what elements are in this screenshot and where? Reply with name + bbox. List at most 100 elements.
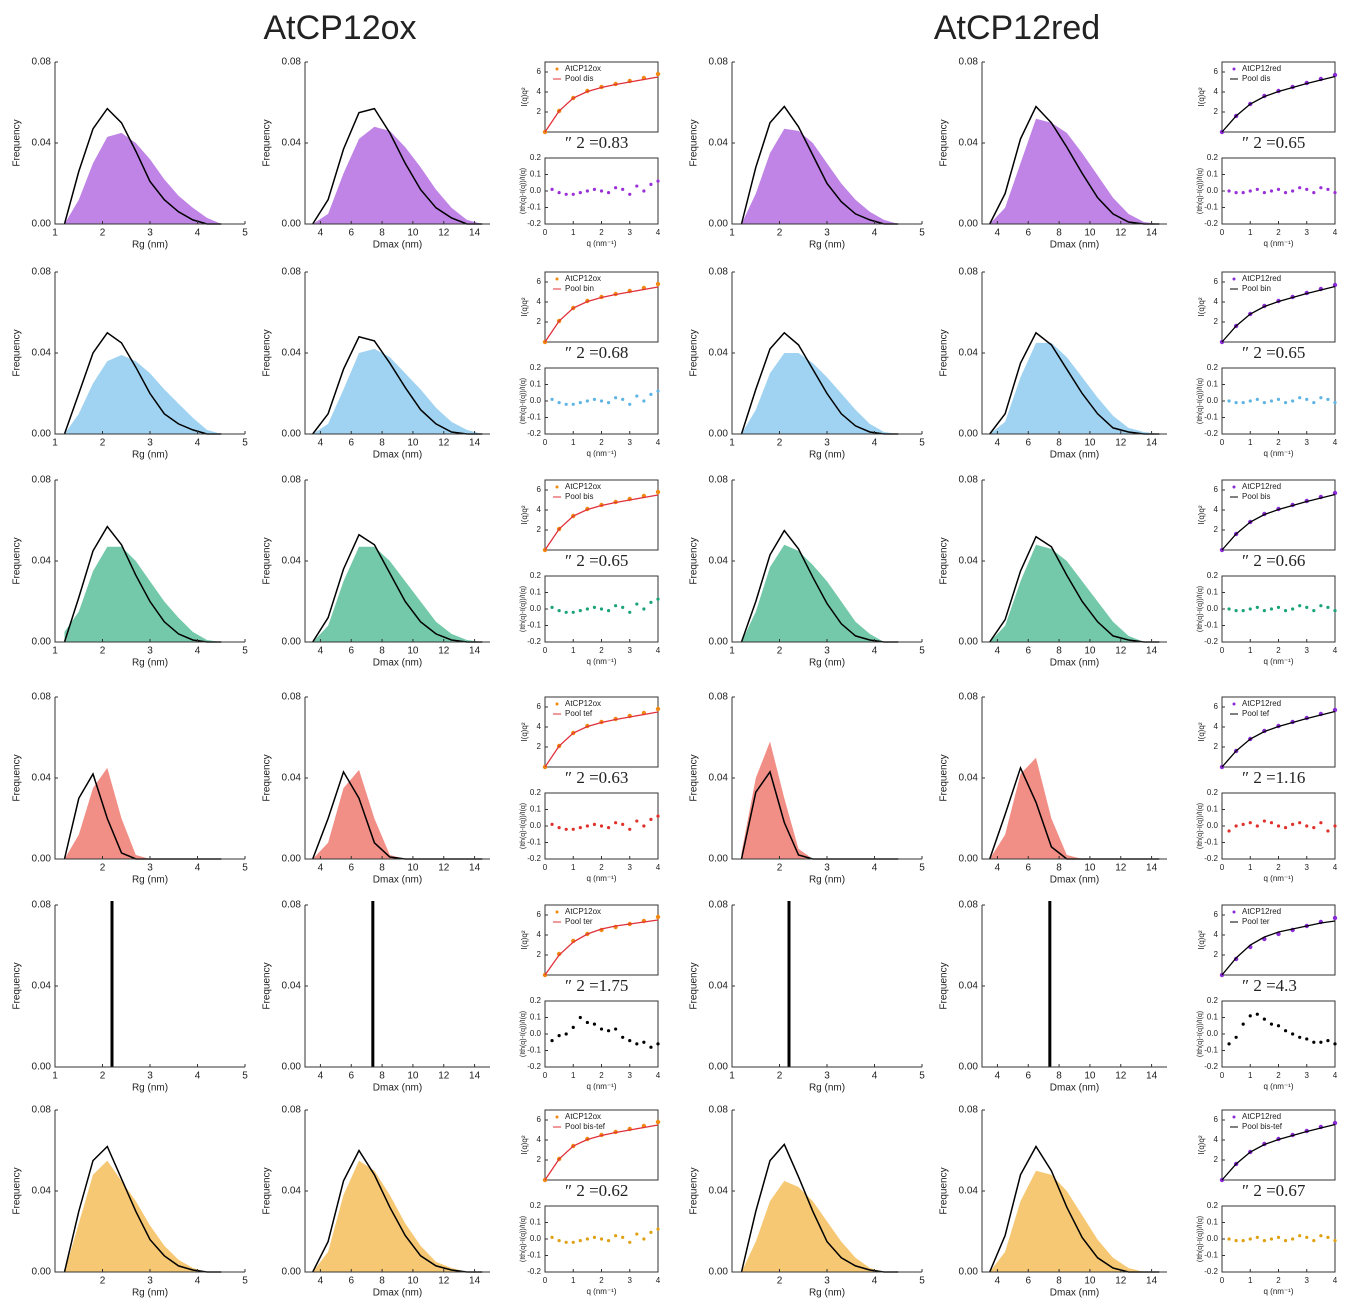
x-axis-label: Dmax (nm) [1050,658,1099,669]
residual-point [1276,187,1281,191]
x-tick-label: 4 [872,863,878,874]
y-tick-label: 2 [537,317,542,326]
residual-point [1298,604,1302,608]
y-tick-label: 0.08 [959,475,979,486]
residual-point [1319,1040,1323,1044]
y-axis-label: Frequency [689,754,700,801]
x-tick-label: 1 [571,1276,576,1285]
y-tick-label: -0.1 [527,1251,541,1260]
residual-point [1255,1012,1259,1016]
residual-point [564,1032,568,1036]
x-tick-label: 10 [1084,1276,1096,1287]
reference-line [63,107,222,225]
residual-point [599,1027,604,1031]
x-tick-label: 3 [1305,646,1310,655]
x-tick-label: 6 [348,438,354,449]
x-tick-label: 3 [628,228,633,237]
legend-label: AtCP12ox [565,699,601,708]
y-axis-label: I(q)q² [520,930,529,949]
y-tick-label: -0.1 [1204,621,1218,630]
x-tick-label: 3 [147,1071,153,1082]
x-tick-label: 2 [777,438,783,449]
legend-label: AtCP12red [1242,274,1281,283]
reference-line [312,1148,483,1273]
y-tick-label: 0.1 [1207,380,1219,389]
x-tick-label: 0 [1220,646,1225,655]
residual-point [606,609,611,613]
reference-line [989,105,1160,225]
x-tick-label: 4 [995,646,1001,657]
residual-point [599,607,604,611]
plot-frame [544,904,659,976]
x-tick-label: 2 [100,863,106,874]
y-tick-label: -0.2 [1204,1267,1218,1276]
residual-point [1234,824,1238,828]
x-tick-label: 4 [318,646,324,657]
x-tick-label: 4 [195,1276,201,1287]
column-title: AtCP12ox [263,9,416,47]
x-tick-label: 8 [379,1071,385,1082]
y-axis-label: I(q)q² [1197,930,1206,949]
x-tick-label: 3 [1305,1071,1310,1080]
residual-point [1283,401,1288,405]
residual-point [578,826,582,830]
x-tick-label: 2 [599,863,604,872]
x-tick-label: 4 [656,228,661,237]
residual-point [628,1039,632,1043]
y-tick-label: 0.08 [959,900,979,911]
y-axis-label: Frequency [262,329,273,376]
plot-frame [1221,479,1336,551]
y-tick-label: 2 [1214,950,1219,959]
y-tick-label: 2 [537,107,542,116]
residual-point [1312,826,1316,830]
data-point [556,951,562,957]
x-axis-label: Rg (nm) [809,1083,845,1094]
y-tick-label: 0.08 [959,692,979,703]
y-tick-label: 6 [537,67,542,76]
x-axis-label: Rg (nm) [809,658,845,669]
x-tick-label: 2 [777,646,783,657]
plot-frame [544,271,659,343]
plot-frame [544,696,659,768]
distribution-area [64,767,222,859]
axis-frame [54,905,245,1068]
x-tick-label: 8 [1056,1276,1062,1287]
legend-marker [1232,702,1236,706]
x-tick-label: 1 [52,1071,58,1082]
x-tick-label: 5 [919,646,925,657]
x-axis-label: Rg (nm) [132,1083,168,1094]
legend-label: AtCP12red [1242,482,1281,491]
residual-point [1248,607,1252,611]
residual-point [571,1025,575,1029]
y-tick-label: 0.04 [32,1186,52,1197]
y-tick-label: 0.00 [32,429,52,440]
distribution-area [64,132,222,224]
y-tick-label: 0.04 [709,773,729,784]
residual-point [571,402,575,406]
y-tick-label: 0.1 [530,588,542,597]
reference-line [312,335,483,435]
y-tick-label: 0.04 [959,556,979,567]
residual-point [1312,401,1316,405]
x-tick-label: 2 [1276,863,1281,872]
residual-point [1291,1032,1295,1036]
y-tick-label: 0.08 [959,1105,979,1116]
legend-label: AtCP12ox [565,1112,601,1121]
data-point [655,71,661,77]
x-tick-label: 4 [656,1276,661,1285]
x-tick-label: 8 [1056,863,1062,874]
x-tick-label: 5 [242,1276,248,1287]
y-tick-label: 0.08 [282,57,302,68]
residual-point [614,186,618,190]
x-tick-label: 10 [407,1071,419,1082]
x-tick-label: 2 [1276,1071,1281,1080]
y-tick-label: 0.00 [32,637,52,648]
chi2-annotation: ″ 2 =0.66 [1242,551,1305,570]
y-axis-label: (Ith(q)-I(q))/I(q) [1197,803,1204,849]
y-tick-label: 0.08 [282,692,302,703]
x-tick-label: 2 [100,1071,106,1082]
y-tick-label: 0.04 [709,138,729,149]
legend-marker [1232,1115,1236,1119]
y-tick-label: 0.1 [1207,1218,1219,1227]
x-tick-label: 14 [469,1071,481,1082]
